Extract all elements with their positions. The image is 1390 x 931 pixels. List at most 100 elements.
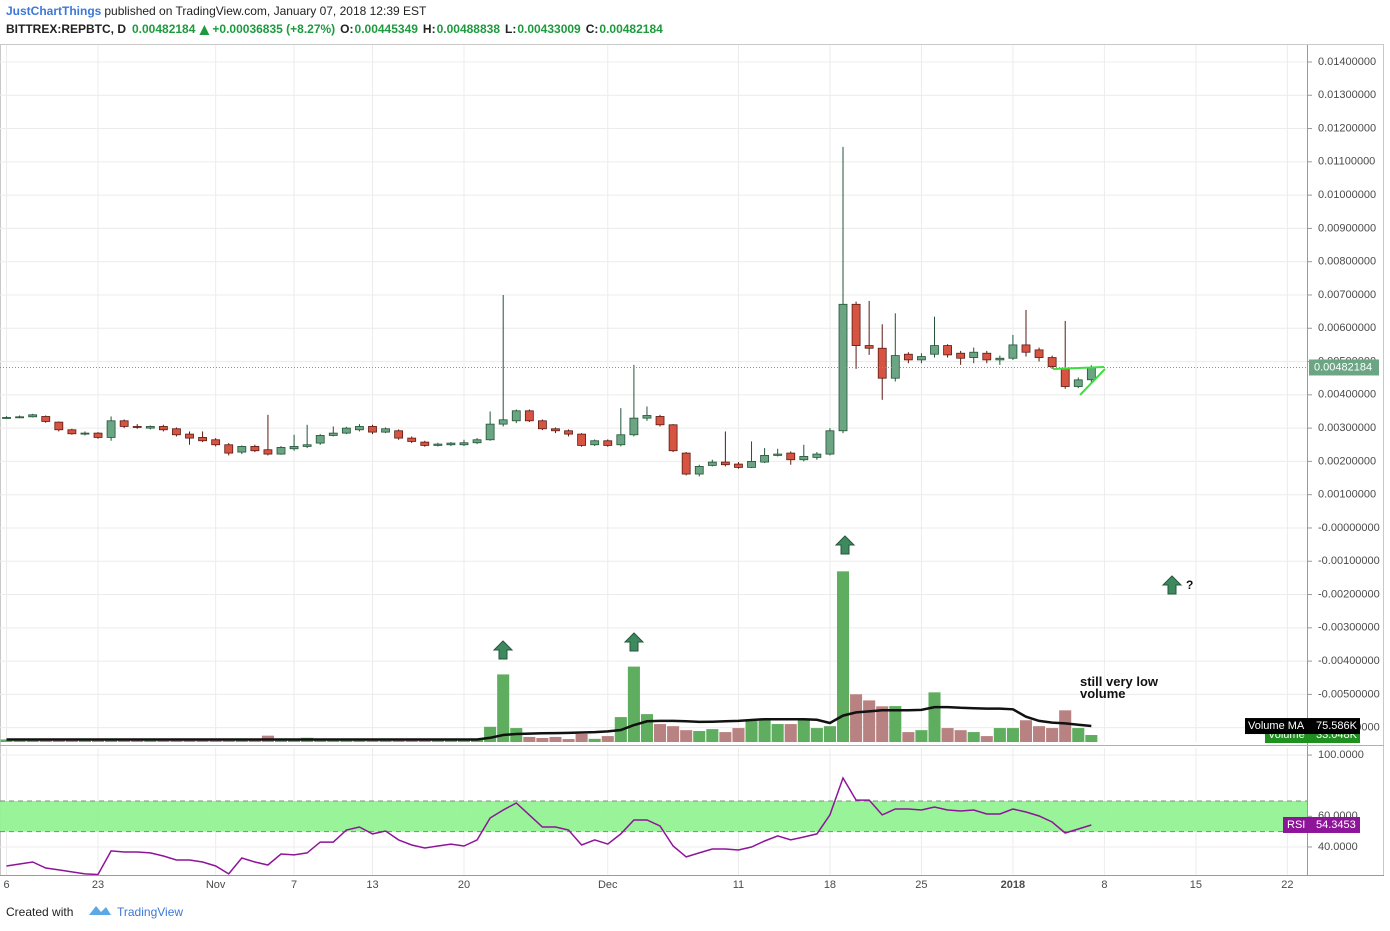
volume-bar — [823, 726, 836, 742]
volume-bar — [144, 739, 157, 742]
annotation: still very low volume — [1080, 674, 1159, 701]
candle-body — [655, 416, 665, 426]
candle-body — [720, 461, 730, 466]
candle-body — [681, 452, 691, 475]
x-tick-label: 11 — [733, 879, 744, 891]
footer-brand[interactable]: TradingView — [117, 905, 183, 919]
volume-bar — [967, 732, 980, 742]
candle-body — [67, 429, 77, 435]
volume-bar — [836, 571, 850, 742]
candle-body — [982, 352, 992, 361]
volume-bar — [13, 739, 26, 742]
candle-body — [812, 453, 822, 458]
volume-bar — [745, 720, 758, 742]
ohlc-value: 0.00482184 — [599, 22, 663, 36]
axis-layer: 0.01400000 0.01300000 0.01200000 0.01100000… — [3, 56, 1379, 891]
arrow — [1161, 575, 1183, 595]
volume-bar — [667, 726, 680, 742]
rsi-band-layer — [0, 800, 1307, 833]
y-tick-label: -0.00000000 — [1318, 522, 1380, 534]
volume-bar — [1019, 720, 1033, 742]
volume-bar — [640, 714, 653, 742]
ohlc-value: 0.00445349 — [355, 22, 419, 36]
candle-body — [158, 426, 168, 431]
volume-bar — [1085, 735, 1098, 742]
volume-bar — [771, 724, 784, 742]
x-tick-label: 20 — [458, 879, 470, 891]
volume-bar — [1059, 710, 1072, 742]
x-tick-label: 6 — [3, 879, 9, 891]
candle-body — [93, 432, 103, 438]
x-tick-label: Dec — [598, 879, 618, 891]
ohlc-key: C: — [586, 22, 599, 36]
volume-bar — [889, 706, 902, 742]
volume-bar — [784, 724, 797, 742]
candle-body — [799, 456, 809, 461]
author[interactable]: JustChartThings — [6, 4, 102, 18]
x-tick-label: 8 — [1101, 879, 1107, 891]
volume-bar — [1006, 728, 1019, 742]
candle-body — [969, 351, 979, 358]
volume-bar — [549, 736, 562, 742]
y-tick-label: 0.00800000 — [1318, 256, 1376, 268]
candle-body — [28, 414, 38, 418]
ohlc: O: 0.00445349 H: 0.00488838 L: 0.00433009 C: 0.… — [340, 22, 663, 36]
volume-bar — [497, 674, 510, 742]
volume-bar — [706, 729, 719, 742]
volume-bar — [1033, 726, 1046, 742]
volume-bar — [536, 737, 549, 742]
frame — [0, 44, 1384, 876]
candle-body — [694, 465, 704, 475]
ohlc-key: O: — [340, 22, 353, 36]
volume-bar — [915, 730, 928, 742]
y-tick-label: 40.0000 — [1318, 841, 1358, 853]
candle-body — [1021, 344, 1031, 353]
candle-body — [328, 432, 338, 436]
y-tick-label: -0.00500000 — [1318, 688, 1380, 700]
candle-body — [577, 433, 587, 446]
candle-body — [734, 463, 743, 468]
candle-body — [943, 345, 952, 356]
candle-body — [603, 440, 613, 446]
rsi-label: 54.3453 — [1316, 819, 1356, 831]
x-tick-label: 7 — [291, 879, 297, 891]
trend-line — [1079, 368, 1106, 396]
candle-body — [106, 420, 116, 438]
rsi-band — [0, 801, 1307, 832]
candle-body — [54, 421, 64, 431]
ohlc-key: H: — [423, 22, 436, 36]
volume-bar — [928, 692, 941, 742]
change: +0.00036835 (+8.27%) — [212, 22, 335, 36]
candle-body — [41, 416, 51, 422]
candle-body — [524, 410, 534, 422]
volume-bar — [484, 726, 497, 742]
x-tick-label: Nov — [206, 879, 226, 891]
candle-body — [930, 345, 939, 355]
candle-body — [80, 432, 90, 435]
x-tick-label: 22 — [1281, 879, 1293, 891]
volume-bar — [719, 732, 732, 742]
volume-bar — [431, 739, 444, 742]
candle-body — [15, 416, 25, 419]
volume-bar — [601, 736, 614, 742]
candle-body — [198, 437, 207, 442]
candle-body — [511, 410, 521, 422]
volume-bar — [1046, 728, 1059, 742]
candle-body — [642, 415, 652, 419]
candle-body — [498, 419, 508, 425]
candle-body — [394, 430, 404, 439]
candle-body — [1086, 367, 1096, 381]
footer-text: Created with — [6, 905, 73, 919]
candle-body — [119, 420, 129, 427]
candle-body — [864, 345, 874, 349]
rsi-box — [1283, 816, 1360, 833]
x-tick-label: 2018 — [1001, 879, 1025, 891]
y-tick-label: -0.00100000 — [1318, 555, 1380, 567]
y-tick-label: 0.00200000 — [1318, 455, 1376, 467]
y-tick-label: 0.00700000 — [1318, 289, 1376, 301]
volume-bar — [680, 730, 693, 742]
candle-body — [172, 428, 181, 436]
up-icon — [199, 25, 210, 35]
volume-bar — [797, 720, 810, 742]
y-tick-label: 0.01100000 — [1318, 156, 1375, 168]
